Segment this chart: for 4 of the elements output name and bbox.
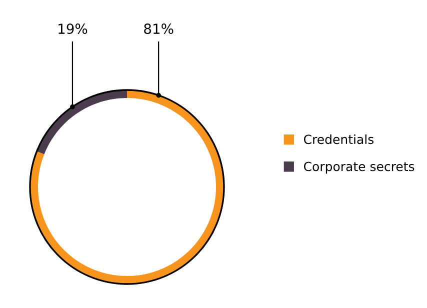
- legend-label: Credentials: [304, 134, 374, 144]
- data-label: 19%: [58, 24, 88, 34]
- data-label: 81%: [144, 24, 174, 34]
- legend-label: Corporate secrets: [304, 162, 414, 174]
